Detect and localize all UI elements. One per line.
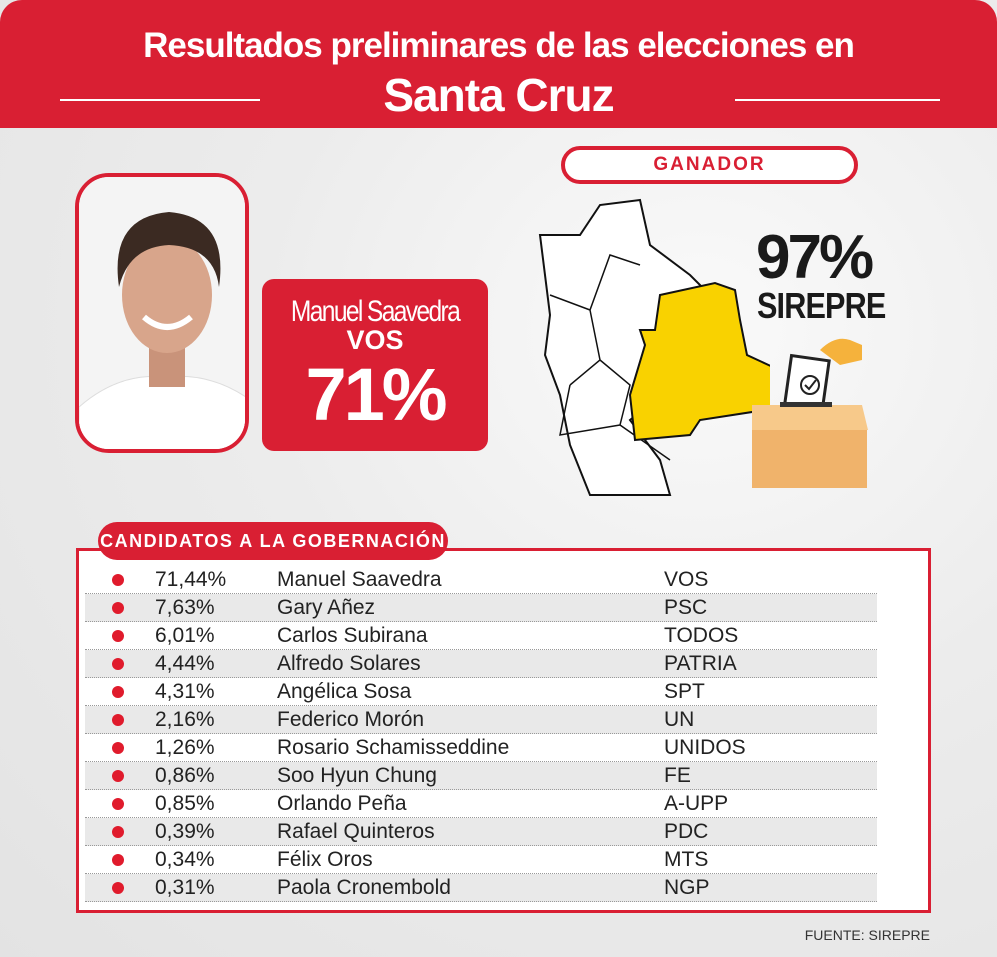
winner-percent: 71% (305, 353, 447, 436)
winner-label: GANADOR (561, 146, 858, 184)
row-percent: 0,31% (155, 876, 215, 899)
bullet-icon (112, 574, 124, 586)
row-percent: 7,63% (155, 596, 215, 619)
bullet-icon (112, 854, 124, 866)
row-candidate: Rafael Quinteros (277, 820, 435, 843)
winner-party: VOS (346, 325, 404, 355)
divider (735, 99, 940, 101)
candidate-photo (75, 173, 249, 453)
bullet-icon (112, 658, 124, 670)
table-row: 0,31% Paola Cronembold NGP (85, 874, 877, 902)
table-row: 7,63% Gary Añez PSC (85, 594, 877, 622)
row-party: UNIDOS (664, 736, 746, 759)
bullet-icon (112, 742, 124, 754)
row-party: A-UPP (664, 792, 729, 815)
count-source: SIREPRE (757, 285, 886, 326)
row-party: MTS (664, 848, 709, 871)
table-row: 0,39% Rafael Quinteros PDC (85, 818, 877, 846)
divider (60, 99, 260, 101)
bolivia-map (538, 198, 770, 496)
row-party: SPT (664, 680, 705, 703)
table-row: 2,16% Federico Morón UN (85, 706, 877, 734)
row-percent: 6,01% (155, 624, 215, 647)
row-candidate: Alfredo Solares (277, 652, 421, 675)
row-percent: 0,34% (155, 848, 215, 871)
title-line-1: Resultados preliminares de las eleccione… (143, 26, 855, 65)
row-party: PATRIA (664, 652, 737, 675)
row-percent: 4,31% (155, 680, 215, 703)
row-candidate: Paola Cronembold (277, 876, 451, 899)
row-percent: 71,44% (155, 568, 227, 591)
row-percent: 1,26% (155, 736, 215, 759)
winner-card: Manuel Saavedra VOS 71% (262, 279, 488, 451)
row-party: FE (664, 764, 691, 787)
row-candidate: Carlos Subirana (277, 624, 428, 647)
row-percent: 0,85% (155, 792, 215, 815)
table-row: 4,31% Angélica Sosa SPT (85, 678, 877, 706)
row-candidate: Soo Hyun Chung (277, 764, 437, 787)
bullet-icon (112, 798, 124, 810)
row-percent: 2,16% (155, 708, 215, 731)
title-line-2: Santa Cruz (383, 69, 614, 121)
bullet-icon (112, 714, 124, 726)
row-candidate: Federico Morón (277, 708, 425, 731)
row-candidate: Félix Oros (277, 848, 373, 871)
row-percent: 0,39% (155, 820, 215, 843)
table-row: 0,34% Félix Oros MTS (85, 846, 877, 874)
row-candidate: Angélica Sosa (277, 680, 412, 703)
bullet-icon (112, 602, 124, 614)
table-row: 4,44% Alfredo Solares PATRIA (85, 650, 877, 678)
row-candidate: Manuel Saavedra (277, 568, 442, 591)
row-candidate: Orlando Peña (277, 792, 407, 815)
source-note: FUENTE: SIREPRE (804, 927, 930, 943)
ballot-box-icon (752, 338, 868, 488)
row-candidate: Rosario Schamisseddine (277, 736, 510, 759)
table-row: 0,86% Soo Hyun Chung FE (85, 762, 877, 790)
table-row: 0,85% Orlando Peña A-UPP (85, 790, 877, 818)
row-party: PSC (664, 596, 708, 619)
table-row: 6,01% Carlos Subirana TODOS (85, 622, 877, 650)
row-candidate: Gary Añez (277, 596, 376, 619)
header-banner: Resultados preliminares de las eleccione… (0, 0, 997, 128)
table-row: 1,26% Rosario Schamisseddine UNIDOS (85, 734, 877, 762)
bullet-icon (112, 882, 124, 894)
row-percent: 4,44% (155, 652, 215, 675)
bullet-icon (112, 826, 124, 838)
row-party: VOS (664, 568, 709, 591)
row-party: TODOS (664, 624, 739, 647)
bullet-icon (112, 770, 124, 782)
row-party: NGP (664, 876, 710, 899)
table-title: CANDIDATOS A LA GOBERNACIÓN (98, 522, 448, 560)
row-party: UN (664, 708, 695, 731)
row-party: PDC (664, 820, 709, 843)
count-percent: 97% (756, 223, 874, 292)
winner-name: Manuel Saavedra (290, 295, 461, 328)
bullet-icon (112, 630, 124, 642)
bullet-icon (112, 686, 124, 698)
row-percent: 0,86% (155, 764, 215, 787)
table-row: 71,44% Manuel Saavedra VOS (85, 566, 877, 594)
